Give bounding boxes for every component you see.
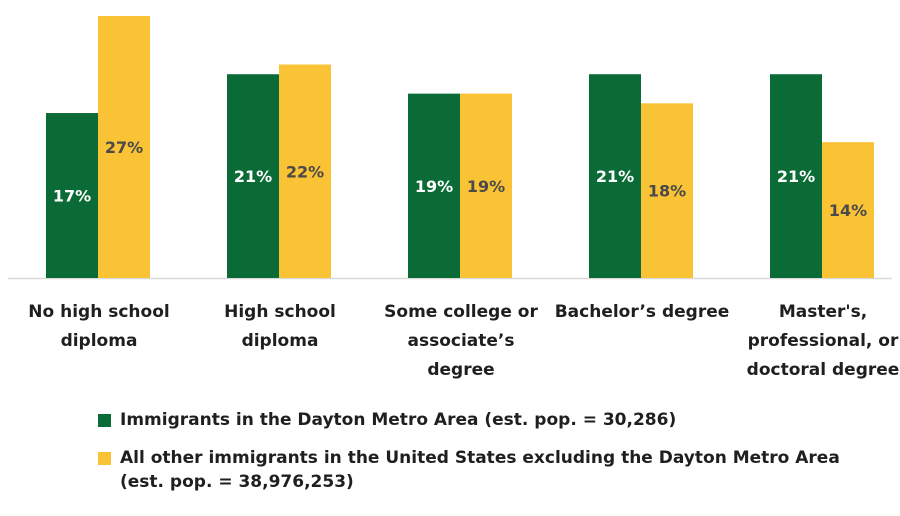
category-label-2-1: associate’s — [408, 331, 515, 351]
data-label-us-0: 27% — [105, 138, 143, 157]
category-label-4-1: professional, or — [748, 331, 899, 351]
category-label-4-0: Master's, — [779, 302, 867, 322]
legend-item-us: All other immigrants in the United State… — [96, 446, 856, 494]
category-label-3-0: Bachelor’s degree — [555, 302, 730, 322]
bar-us-3 — [641, 103, 693, 278]
bar-dayton-1 — [227, 74, 279, 278]
data-label-us-4: 14% — [829, 201, 867, 220]
data-label-dayton-4: 21% — [777, 167, 815, 186]
data-label-dayton-0: 17% — [53, 187, 91, 206]
bar-dayton-2 — [408, 93, 460, 278]
bar-us-1 — [279, 64, 331, 278]
category-label-4-2: doctoral degree — [747, 360, 900, 380]
chart-legend: Immigrants in the Dayton Metro Area (est… — [96, 408, 856, 508]
data-label-us-1: 22% — [286, 162, 324, 181]
data-label-dayton-3: 21% — [596, 167, 634, 186]
legend-swatch-us — [98, 452, 111, 465]
category-label-2-0: Some college or — [384, 302, 538, 322]
category-label-1-1: diploma — [242, 331, 319, 351]
legend-label-dayton: Immigrants in the Dayton Metro Area (est… — [120, 410, 677, 430]
data-label-us-2: 19% — [467, 177, 505, 196]
bar-us-4 — [822, 142, 874, 278]
bar-us-2 — [460, 93, 512, 278]
category-label-2-2: degree — [427, 360, 494, 380]
data-label-us-3: 18% — [648, 182, 686, 201]
legend-label-us: All other immigrants in the United State… — [120, 448, 840, 492]
bar-dayton-4 — [770, 74, 822, 278]
legend-swatch-dayton — [98, 414, 111, 427]
bar-dayton-3 — [589, 74, 641, 278]
category-label-0-1: diploma — [61, 331, 138, 351]
data-label-dayton-2: 19% — [415, 177, 453, 196]
bar-dayton-0 — [46, 113, 98, 278]
bar-us-0 — [98, 16, 150, 278]
category-label-1-0: High school — [224, 302, 336, 322]
category-label-0-0: No high school — [28, 302, 169, 322]
bar-chart: 17% 27% No high school diploma 21% 22% High sc… — [8, 16, 900, 380]
data-label-dayton-1: 21% — [234, 167, 272, 186]
legend-item-dayton: Immigrants in the Dayton Metro Area (est… — [96, 408, 856, 432]
